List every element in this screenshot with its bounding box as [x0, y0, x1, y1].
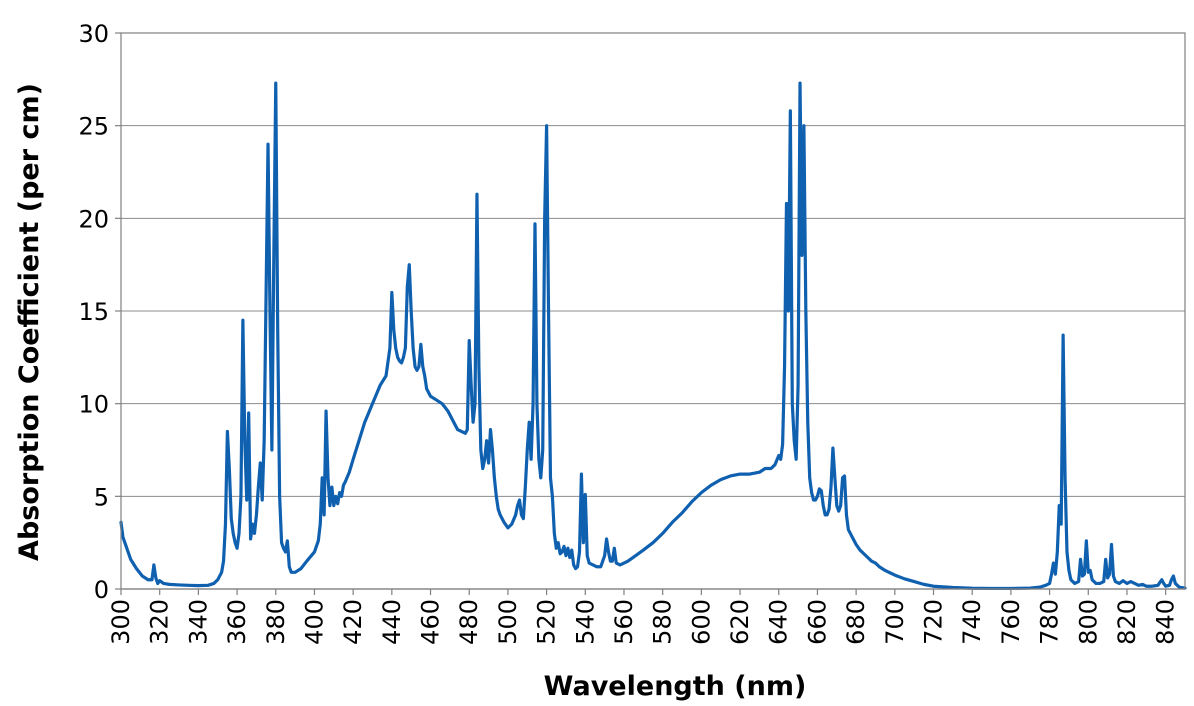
gridlines	[121, 125, 1185, 497]
x-tick-label: 560	[610, 599, 638, 645]
y-tick-label: 25	[78, 113, 109, 141]
x-tick-label: 340	[184, 599, 212, 645]
x-tick-label: 480	[455, 599, 483, 645]
y-tick-label: 15	[78, 298, 109, 326]
x-tick-label: 420	[339, 599, 367, 645]
y-tick-label: 20	[78, 205, 109, 233]
x-tick-label: 780	[1036, 599, 1064, 645]
x-tick-label: 740	[958, 599, 986, 645]
y-tick-label: 0	[94, 576, 109, 604]
x-tick-label: 360	[223, 599, 251, 645]
x-tick-label: 400	[300, 599, 328, 645]
x-tick-label: 440	[378, 599, 406, 645]
x-tick-label: 640	[765, 599, 793, 645]
x-axis-title: Wavelength (nm)	[544, 671, 807, 702]
x-tick-label: 540	[571, 599, 599, 645]
y-axis: 0 5 10 15 20 25 30	[78, 20, 121, 604]
x-tick-label: 380	[262, 599, 290, 645]
y-tick-label: 5	[94, 483, 109, 511]
y-axis-title: Absorption Coefficient (per cm)	[14, 83, 45, 561]
x-tick-label: 840	[1152, 599, 1180, 645]
x-tick-label: 460	[417, 599, 445, 645]
x-tick-label: 800	[1074, 599, 1102, 645]
x-tick-label: 720	[920, 599, 948, 645]
x-tick-label: 660	[803, 599, 831, 645]
x-tick-label: 320	[146, 599, 174, 645]
x-tick-label: 680	[842, 599, 870, 645]
x-tick-label: 500	[494, 599, 522, 645]
x-axis: 300 320 340 360 380 400 420 440 460 480 500 520 540 5…	[107, 588, 1185, 645]
y-tick-label: 30	[78, 20, 109, 48]
x-tick-label: 600	[687, 599, 715, 645]
x-tick-label: 520	[533, 599, 561, 645]
x-tick-label: 300	[107, 599, 135, 645]
x-tick-label: 760	[997, 599, 1025, 645]
x-tick-label: 700	[881, 599, 909, 645]
series-layer	[119, 81, 1187, 591]
x-tick-label: 620	[726, 599, 754, 645]
y-tick-label: 10	[78, 391, 109, 419]
x-tick-label: 820	[1113, 599, 1141, 645]
series-line-0	[119, 81, 1187, 591]
x-tick-label: 580	[649, 599, 677, 645]
